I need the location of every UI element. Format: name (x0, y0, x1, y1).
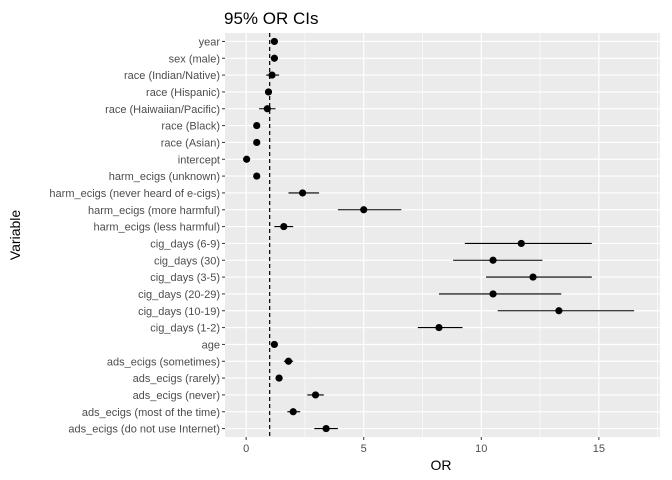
forest-row (283, 357, 294, 365)
forest-row (314, 424, 338, 433)
y-tick-label: ads_ecigs (most of the time) (82, 407, 220, 419)
x-tick-label: 5 (361, 443, 367, 455)
or-point (489, 290, 497, 298)
y-axis-title: Variable (7, 210, 23, 261)
forest-row (438, 290, 562, 298)
y-tick-label: race (Asian) (161, 137, 220, 149)
y-tick-label: harm_ecigs (unknown) (109, 171, 220, 183)
forest-row (274, 222, 294, 231)
or-point (489, 256, 497, 264)
forest-row (266, 71, 280, 79)
or-point (529, 273, 537, 281)
chart-title: 95% OR CIs (224, 9, 318, 28)
y-tick-label: ads_ecigs (never) (133, 390, 220, 402)
y-tick-label: ads_ecigs (do not use Internet) (68, 424, 220, 436)
or-point (253, 172, 261, 180)
or-point (284, 357, 293, 365)
forest-row (253, 172, 261, 180)
or-point (289, 408, 297, 416)
or-point (311, 391, 320, 399)
y-tick-label: cig_days (10-19) (138, 306, 220, 318)
y-tick-label: harm_ecigs (more harmful) (88, 205, 220, 217)
forest-row (270, 340, 278, 349)
forest-row (464, 239, 592, 248)
forest-row (486, 273, 592, 281)
forest-row (307, 391, 324, 399)
forest-row (275, 374, 283, 382)
or-point (360, 206, 368, 214)
or-point (270, 340, 278, 349)
data-marks (243, 37, 635, 433)
y-tick-label: sex (male) (169, 53, 220, 65)
forest-row (287, 408, 301, 416)
y-tick-label: race (Indian/Native) (124, 70, 220, 82)
y-tick-label: harm_ecigs (never heard of e-cigs) (49, 188, 220, 200)
forest-row (270, 54, 278, 62)
or-point (270, 54, 278, 62)
or-point (555, 307, 563, 315)
or-point (270, 37, 278, 46)
y-tick-label: race (Hispanic) (146, 87, 220, 99)
y-tick-label: cig_days (30) (154, 255, 220, 267)
forest-row (243, 155, 251, 163)
x-tick-label: 15 (593, 443, 605, 455)
or-point (322, 424, 330, 433)
y-axis: year sex (male) race (Indian/Native) race (… (49, 36, 225, 436)
plot-panel (225, 33, 660, 437)
or-point (253, 121, 261, 130)
y-tick-label: race (Black) (161, 121, 220, 133)
or-point (243, 155, 251, 163)
or-point (275, 374, 283, 382)
y-tick-label: cig_days (3-5) (150, 272, 220, 284)
y-tick-label: year (199, 36, 221, 48)
x-axis: 0 5 10 15 (243, 437, 605, 455)
or-point (280, 222, 288, 231)
or-point (264, 88, 273, 96)
forest-row (288, 189, 320, 197)
x-tick-label: 0 (243, 443, 249, 455)
or-point (298, 189, 307, 197)
y-tick-label: cig_days (20-29) (138, 289, 220, 301)
x-tick-label: 10 (475, 443, 487, 455)
y-tick-label: ads_ecigs (rarely) (133, 373, 220, 385)
forest-row (253, 138, 261, 147)
forest-row (453, 256, 543, 264)
y-tick-label: ads_ecigs (sometimes) (107, 356, 220, 368)
forest-row (337, 206, 402, 214)
y-tick-label: cig_days (6-9) (150, 238, 220, 250)
y-tick-label: cig_days (1-2) (150, 323, 220, 335)
forest-row (417, 323, 463, 332)
y-tick-label: age (202, 339, 220, 351)
or-point (268, 71, 276, 79)
y-tick-label: race (Haiwaiian/Pacific) (105, 104, 220, 116)
or-point (517, 239, 525, 248)
forest-row (264, 88, 273, 96)
or-point (253, 138, 261, 147)
or-point (263, 105, 271, 113)
forest-row (259, 105, 276, 113)
x-axis-title: OR (431, 457, 452, 473)
or-point (435, 323, 443, 332)
forest-row (270, 37, 278, 46)
forest-row (253, 121, 261, 130)
y-tick-label: intercept (178, 154, 220, 166)
y-tick-label: harm_ecigs (less harmful) (93, 222, 220, 234)
forest-row (497, 307, 635, 315)
